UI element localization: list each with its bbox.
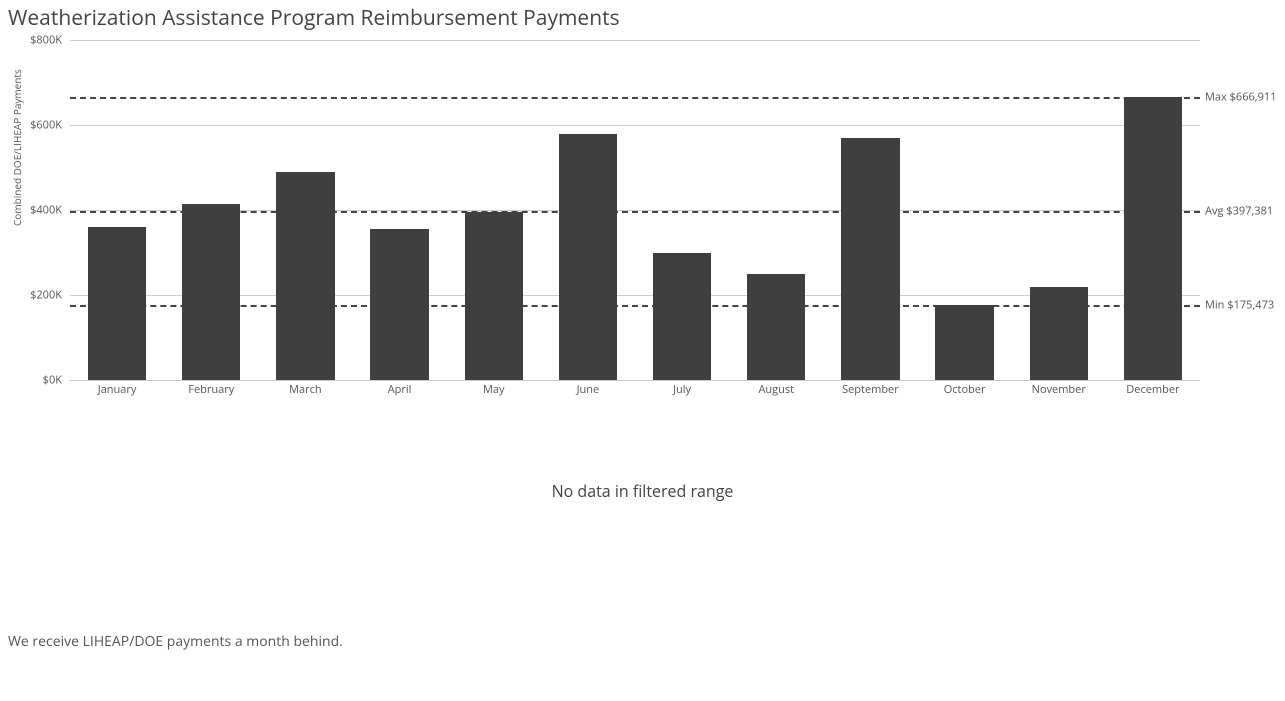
bar[interactable] [276,172,334,380]
footnote: We receive LIHEAP/DOE payments a month b… [8,632,343,651]
gridline [70,380,1200,381]
payments-bar-chart: Combined DOE/LIHEAP Payments $0K$200K$40… [0,36,1285,396]
x-tick-label: September [842,382,899,397]
x-tick-label: October [944,382,986,397]
y-tick-label: $400K [12,203,62,218]
x-tick-label: February [188,382,234,397]
reference-line-label: Min $175,473 [1205,298,1274,313]
x-tick-label: July [673,382,691,397]
gridline [70,40,1200,41]
bar[interactable] [559,134,617,381]
x-tick-label: June [577,382,600,397]
x-tick-label: March [289,382,322,397]
x-tick-label: December [1126,382,1179,397]
bar[interactable] [1030,287,1088,381]
y-tick-label: $0K [12,373,62,388]
bar[interactable] [182,204,240,380]
bar[interactable] [653,253,711,381]
bar[interactable] [841,138,899,380]
gridline [70,125,1200,126]
bar[interactable] [747,274,805,380]
bar[interactable] [88,227,146,380]
x-tick-label: August [758,382,794,397]
y-tick-label: $200K [12,288,62,303]
reference-line [70,97,1200,99]
bar[interactable] [935,305,993,380]
x-tick-label: May [483,382,505,397]
x-tick-label: November [1032,382,1086,397]
bar[interactable] [1124,97,1182,380]
reference-line-label: Avg $397,381 [1205,204,1273,219]
x-tick-label: January [98,382,137,397]
page-title: Weatherization Assistance Program Reimbu… [8,4,620,32]
reference-line-label: Max $666,911 [1205,89,1277,104]
y-tick-label: $600K [12,118,62,133]
bar[interactable] [465,212,523,380]
y-tick-label: $800K [12,33,62,48]
plot-area [70,40,1200,380]
bar[interactable] [370,229,428,380]
no-data-message: No data in filtered range [0,480,1285,502]
x-tick-label: April [388,382,412,397]
